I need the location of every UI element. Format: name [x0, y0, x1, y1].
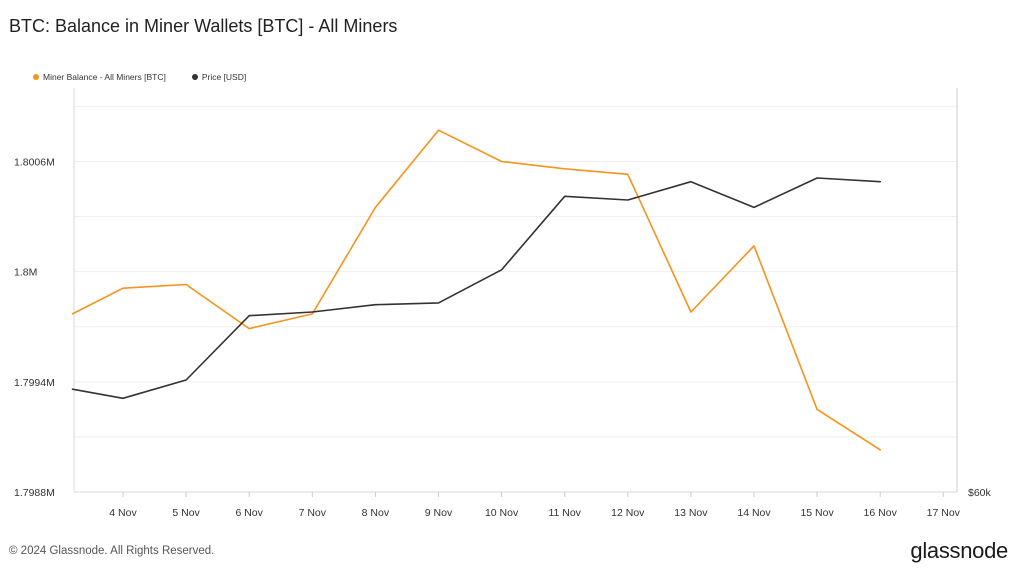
x-tick-label: 8 Nov — [362, 507, 390, 519]
legend-item-miner-balance[interactable]: Miner Balance - All Miners [BTC] — [33, 72, 166, 82]
series-line-price — [71, 177, 882, 400]
legend-dot-icon — [191, 74, 198, 80]
y-tick-label: 1.8006M — [14, 156, 55, 168]
series-line-miner-balance — [71, 129, 882, 451]
copyright-text: © 2024 Glassnode. All Rights Reserved. — [9, 545, 215, 557]
chart-title: BTC: Balance in Miner Wallets [BTC] - Al… — [9, 16, 398, 36]
x-tick-label: 16 Nov — [864, 507, 898, 519]
x-tick-label: 4 Nov — [109, 507, 137, 519]
x-tick-label: 13 Nov — [674, 507, 708, 519]
legend-item-price[interactable]: Price [USD] — [191, 72, 247, 82]
y-tick-label: 1.8M — [14, 267, 37, 279]
x-tick-label: 5 Nov — [172, 507, 200, 519]
y-tick-label: 1.7988M — [14, 487, 55, 499]
x-tick-label: 11 Nov — [548, 507, 581, 519]
x-tick-label: 17 Nov — [927, 507, 961, 519]
x-tick-label: 12 Nov — [611, 507, 645, 519]
x-tick-label: 9 Nov — [425, 507, 453, 519]
legend-label-miner-balance: Miner Balance - All Miners [BTC] — [43, 72, 166, 82]
x-tick-label: 15 Nov — [800, 507, 834, 519]
chart-legend: Miner Balance - All Miners [BTC] Price [… — [33, 72, 246, 82]
right-axis-tick-label: $60k — [968, 487, 992, 499]
legend-dot-icon — [33, 74, 39, 80]
x-tick-label: 10 Nov — [485, 507, 519, 519]
legend-label-price: Price [USD] — [201, 72, 247, 82]
x-tick-label: 7 Nov — [299, 507, 327, 519]
glassnode-logo: glassnode — [910, 538, 1008, 563]
x-tick-label: 14 Nov — [737, 507, 771, 519]
x-tick-label: 6 Nov — [235, 507, 263, 519]
y-tick-label: 1.7994M — [14, 377, 55, 389]
